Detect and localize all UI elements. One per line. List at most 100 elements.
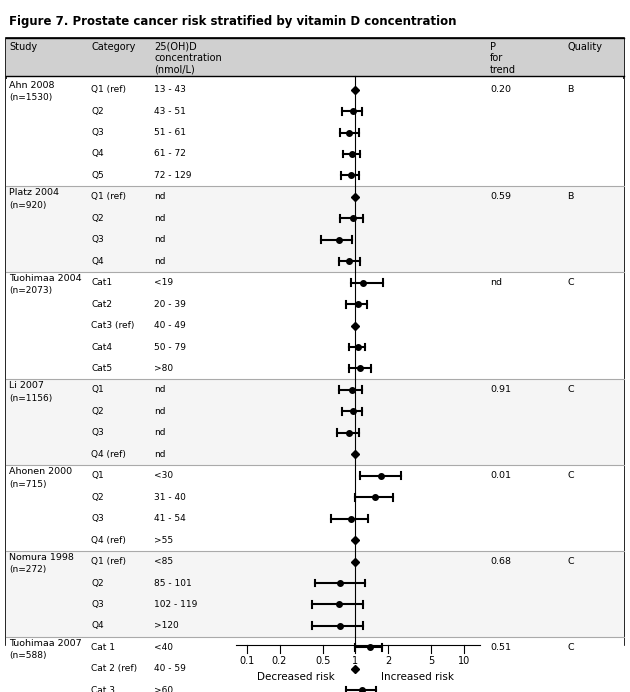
- Text: (n=272): (n=272): [9, 565, 47, 574]
- Text: Q4: Q4: [91, 621, 104, 630]
- Text: Q3: Q3: [91, 600, 104, 609]
- Text: <85: <85: [154, 557, 173, 566]
- Text: Study: Study: [9, 42, 38, 51]
- Text: 0.91: 0.91: [490, 385, 511, 394]
- Text: 10: 10: [458, 656, 471, 666]
- Text: Li 2007: Li 2007: [9, 381, 44, 390]
- Text: >55: >55: [154, 536, 173, 545]
- Text: Cat1: Cat1: [91, 278, 113, 287]
- Text: Q2: Q2: [91, 107, 104, 116]
- Text: Q3: Q3: [91, 235, 104, 244]
- Text: 102 - 119: 102 - 119: [154, 600, 198, 609]
- Text: Tuohimaa 2004: Tuohimaa 2004: [9, 274, 82, 283]
- Text: <19: <19: [154, 278, 173, 287]
- Text: 40 - 49: 40 - 49: [154, 321, 186, 330]
- Text: 72 - 129: 72 - 129: [154, 171, 192, 180]
- Text: C: C: [567, 643, 574, 652]
- Text: 0.68: 0.68: [490, 557, 511, 566]
- Text: nd: nd: [154, 257, 166, 266]
- Text: nd: nd: [154, 192, 166, 201]
- Text: Q2: Q2: [91, 214, 104, 223]
- Text: 1: 1: [352, 656, 358, 666]
- Text: 51 - 61: 51 - 61: [154, 128, 186, 137]
- Text: nd: nd: [154, 235, 166, 244]
- Text: Q4: Q4: [91, 257, 104, 266]
- Text: Cat 1: Cat 1: [91, 643, 115, 652]
- Text: Cat3 (ref): Cat3 (ref): [91, 321, 135, 330]
- Text: Ahonen 2000: Ahonen 2000: [9, 467, 72, 476]
- Text: (n=920): (n=920): [9, 201, 47, 210]
- Text: Q2: Q2: [91, 579, 104, 588]
- Text: Q2: Q2: [91, 493, 104, 502]
- Text: nd: nd: [490, 278, 502, 287]
- Bar: [6, 38, 624, 76]
- Text: (n=1530): (n=1530): [9, 93, 53, 102]
- Text: nd: nd: [154, 407, 166, 416]
- Text: Cat2: Cat2: [91, 300, 112, 309]
- Text: 43 - 51: 43 - 51: [154, 107, 186, 116]
- Text: 0.01: 0.01: [490, 471, 511, 480]
- Text: P
for
trend: P for trend: [490, 42, 516, 75]
- Text: 0.5: 0.5: [315, 656, 331, 666]
- Text: >80: >80: [154, 364, 173, 373]
- Text: Figure 7. Prostate cancer risk stratified by vitamin D concentration: Figure 7. Prostate cancer risk stratifie…: [9, 15, 457, 28]
- Bar: [6, 551, 624, 637]
- Bar: [6, 637, 624, 692]
- Text: Ahn 2008: Ahn 2008: [9, 81, 55, 90]
- Text: Q4 (ref): Q4 (ref): [91, 450, 126, 459]
- Text: Increased risk: Increased risk: [381, 672, 454, 682]
- Text: >120: >120: [154, 621, 179, 630]
- Text: Category: Category: [91, 42, 135, 51]
- Text: Q1 (ref): Q1 (ref): [91, 557, 127, 566]
- Text: Platz 2004: Platz 2004: [9, 188, 59, 197]
- Text: 31 - 40: 31 - 40: [154, 493, 186, 502]
- Text: 2: 2: [385, 656, 391, 666]
- Text: 13 - 43: 13 - 43: [154, 85, 186, 94]
- Text: Q5: Q5: [91, 171, 104, 180]
- Text: 0.2: 0.2: [272, 656, 287, 666]
- Bar: [6, 186, 624, 272]
- Text: Cat5: Cat5: [91, 364, 113, 373]
- Text: Nomura 1998: Nomura 1998: [9, 553, 74, 562]
- Text: 61 - 72: 61 - 72: [154, 149, 186, 158]
- Text: Cat4: Cat4: [91, 343, 112, 352]
- Text: 40 - 59: 40 - 59: [154, 664, 186, 673]
- Text: Q2: Q2: [91, 407, 104, 416]
- Text: (n=2073): (n=2073): [9, 286, 52, 295]
- Text: B: B: [567, 192, 573, 201]
- Text: B: B: [567, 85, 573, 94]
- Text: Q3: Q3: [91, 514, 104, 523]
- Text: Q4: Q4: [91, 149, 104, 158]
- Text: Q1 (ref): Q1 (ref): [91, 85, 127, 94]
- Text: nd: nd: [154, 428, 166, 437]
- Text: Q1 (ref): Q1 (ref): [91, 192, 127, 201]
- Text: >60: >60: [154, 686, 173, 692]
- Text: 0.51: 0.51: [490, 643, 511, 652]
- Text: <30: <30: [154, 471, 173, 480]
- Text: 0.1: 0.1: [239, 656, 255, 666]
- Text: Tuohimaa 2007: Tuohimaa 2007: [9, 639, 82, 648]
- Bar: [6, 79, 624, 186]
- Bar: [6, 379, 624, 465]
- Text: C: C: [567, 278, 574, 287]
- Text: C: C: [567, 471, 574, 480]
- Text: Q1: Q1: [91, 385, 104, 394]
- Text: nd: nd: [154, 450, 166, 459]
- Text: nd: nd: [154, 214, 166, 223]
- Text: 5: 5: [428, 656, 435, 666]
- Text: 25(OH)D
concentration
(nmol/L): 25(OH)D concentration (nmol/L): [154, 42, 222, 75]
- Text: C: C: [567, 557, 574, 566]
- Text: (n=1156): (n=1156): [9, 394, 53, 403]
- Text: C: C: [567, 385, 574, 394]
- Bar: [6, 272, 624, 379]
- Text: Q3: Q3: [91, 128, 104, 137]
- Text: 41 - 54: 41 - 54: [154, 514, 186, 523]
- Text: Cat 3: Cat 3: [91, 686, 115, 692]
- Text: 85 - 101: 85 - 101: [154, 579, 192, 588]
- Text: <40: <40: [154, 643, 173, 652]
- Bar: [6, 38, 624, 645]
- Text: Q3: Q3: [91, 428, 104, 437]
- Text: Q4 (ref): Q4 (ref): [91, 536, 126, 545]
- Text: nd: nd: [154, 385, 166, 394]
- Bar: [6, 465, 624, 551]
